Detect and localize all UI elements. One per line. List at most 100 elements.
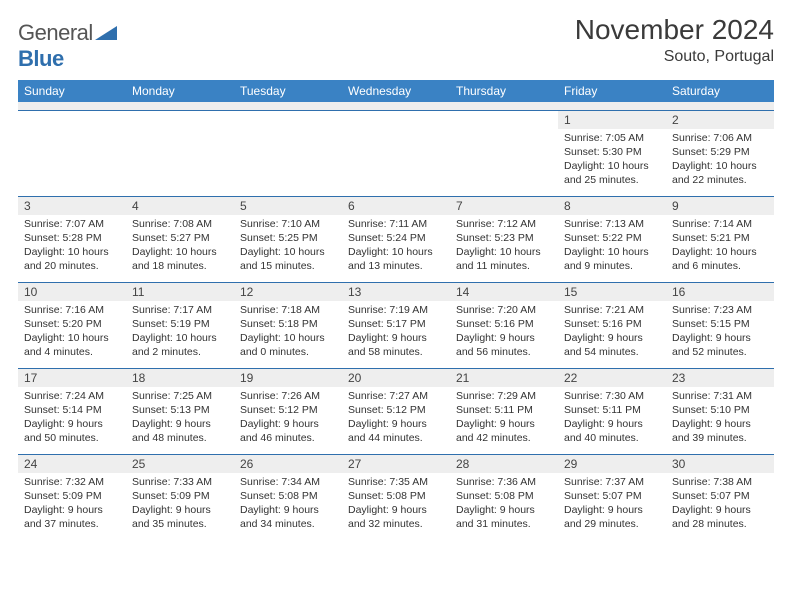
day-details: Sunrise: 7:20 AMSunset: 5:16 PMDaylight:… xyxy=(450,301,558,364)
day-number: 1 xyxy=(558,111,666,129)
spacer-row xyxy=(18,102,774,110)
brand-word1: General xyxy=(18,20,93,45)
day-details: Sunrise: 7:34 AMSunset: 5:08 PMDaylight:… xyxy=(234,473,342,536)
day-cell: 30Sunrise: 7:38 AMSunset: 5:07 PMDayligh… xyxy=(666,454,774,540)
empty-cell xyxy=(126,110,234,196)
header: General Blue November 2024 Souto, Portug… xyxy=(18,14,774,72)
day-number: 29 xyxy=(558,455,666,473)
day-number: 20 xyxy=(342,369,450,387)
day-number: 3 xyxy=(18,197,126,215)
day-number: 5 xyxy=(234,197,342,215)
day-number: 19 xyxy=(234,369,342,387)
day-details: Sunrise: 7:25 AMSunset: 5:13 PMDaylight:… xyxy=(126,387,234,450)
day-number: 26 xyxy=(234,455,342,473)
day-cell: 21Sunrise: 7:29 AMSunset: 5:11 PMDayligh… xyxy=(450,368,558,454)
day-details: Sunrise: 7:16 AMSunset: 5:20 PMDaylight:… xyxy=(18,301,126,364)
day-number: 2 xyxy=(666,111,774,129)
col-monday: Monday xyxy=(126,80,234,102)
empty-cell xyxy=(450,110,558,196)
day-cell: 7Sunrise: 7:12 AMSunset: 5:23 PMDaylight… xyxy=(450,196,558,282)
week-row: 17Sunrise: 7:24 AMSunset: 5:14 PMDayligh… xyxy=(18,368,774,454)
location-label: Souto, Portugal xyxy=(575,48,774,66)
col-saturday: Saturday xyxy=(666,80,774,102)
day-details: Sunrise: 7:29 AMSunset: 5:11 PMDaylight:… xyxy=(450,387,558,450)
day-number: 21 xyxy=(450,369,558,387)
day-cell: 14Sunrise: 7:20 AMSunset: 5:16 PMDayligh… xyxy=(450,282,558,368)
day-cell: 5Sunrise: 7:10 AMSunset: 5:25 PMDaylight… xyxy=(234,196,342,282)
day-details: Sunrise: 7:32 AMSunset: 5:09 PMDaylight:… xyxy=(18,473,126,536)
calendar-body: 1Sunrise: 7:05 AMSunset: 5:30 PMDaylight… xyxy=(18,102,774,540)
day-cell: 13Sunrise: 7:19 AMSunset: 5:17 PMDayligh… xyxy=(342,282,450,368)
day-number: 22 xyxy=(558,369,666,387)
col-friday: Friday xyxy=(558,80,666,102)
day-number: 16 xyxy=(666,283,774,301)
day-cell: 9Sunrise: 7:14 AMSunset: 5:21 PMDaylight… xyxy=(666,196,774,282)
day-number: 13 xyxy=(342,283,450,301)
day-cell: 3Sunrise: 7:07 AMSunset: 5:28 PMDaylight… xyxy=(18,196,126,282)
day-number: 14 xyxy=(450,283,558,301)
day-number: 11 xyxy=(126,283,234,301)
weekday-header-row: Sunday Monday Tuesday Wednesday Thursday… xyxy=(18,80,774,102)
day-details: Sunrise: 7:35 AMSunset: 5:08 PMDaylight:… xyxy=(342,473,450,536)
day-cell: 27Sunrise: 7:35 AMSunset: 5:08 PMDayligh… xyxy=(342,454,450,540)
calendar-page: General Blue November 2024 Souto, Portug… xyxy=(0,0,792,540)
brand-word2: Blue xyxy=(18,46,64,71)
day-cell: 28Sunrise: 7:36 AMSunset: 5:08 PMDayligh… xyxy=(450,454,558,540)
day-details: Sunrise: 7:31 AMSunset: 5:10 PMDaylight:… xyxy=(666,387,774,450)
day-details: Sunrise: 7:23 AMSunset: 5:15 PMDaylight:… xyxy=(666,301,774,364)
day-cell: 10Sunrise: 7:16 AMSunset: 5:20 PMDayligh… xyxy=(18,282,126,368)
col-sunday: Sunday xyxy=(18,80,126,102)
day-cell: 19Sunrise: 7:26 AMSunset: 5:12 PMDayligh… xyxy=(234,368,342,454)
day-cell: 25Sunrise: 7:33 AMSunset: 5:09 PMDayligh… xyxy=(126,454,234,540)
day-number: 25 xyxy=(126,455,234,473)
empty-cell xyxy=(342,110,450,196)
day-cell: 17Sunrise: 7:24 AMSunset: 5:14 PMDayligh… xyxy=(18,368,126,454)
day-cell: 20Sunrise: 7:27 AMSunset: 5:12 PMDayligh… xyxy=(342,368,450,454)
empty-cell xyxy=(234,110,342,196)
day-cell: 12Sunrise: 7:18 AMSunset: 5:18 PMDayligh… xyxy=(234,282,342,368)
day-details: Sunrise: 7:11 AMSunset: 5:24 PMDaylight:… xyxy=(342,215,450,278)
col-tuesday: Tuesday xyxy=(234,80,342,102)
day-number: 24 xyxy=(18,455,126,473)
triangle-icon xyxy=(95,20,117,46)
day-number: 10 xyxy=(18,283,126,301)
day-cell: 2Sunrise: 7:06 AMSunset: 5:29 PMDaylight… xyxy=(666,110,774,196)
day-cell: 8Sunrise: 7:13 AMSunset: 5:22 PMDaylight… xyxy=(558,196,666,282)
day-details: Sunrise: 7:05 AMSunset: 5:30 PMDaylight:… xyxy=(558,129,666,192)
day-details: Sunrise: 7:21 AMSunset: 5:16 PMDaylight:… xyxy=(558,301,666,364)
day-number: 17 xyxy=(18,369,126,387)
day-cell: 24Sunrise: 7:32 AMSunset: 5:09 PMDayligh… xyxy=(18,454,126,540)
day-cell: 6Sunrise: 7:11 AMSunset: 5:24 PMDaylight… xyxy=(342,196,450,282)
day-details: Sunrise: 7:06 AMSunset: 5:29 PMDaylight:… xyxy=(666,129,774,192)
day-details: Sunrise: 7:30 AMSunset: 5:11 PMDaylight:… xyxy=(558,387,666,450)
month-title: November 2024 xyxy=(575,14,774,46)
col-thursday: Thursday xyxy=(450,80,558,102)
day-cell: 1Sunrise: 7:05 AMSunset: 5:30 PMDaylight… xyxy=(558,110,666,196)
day-cell: 26Sunrise: 7:34 AMSunset: 5:08 PMDayligh… xyxy=(234,454,342,540)
calendar-table: Sunday Monday Tuesday Wednesday Thursday… xyxy=(18,80,774,540)
day-number: 18 xyxy=(126,369,234,387)
day-number: 30 xyxy=(666,455,774,473)
day-cell: 18Sunrise: 7:25 AMSunset: 5:13 PMDayligh… xyxy=(126,368,234,454)
day-number: 8 xyxy=(558,197,666,215)
day-cell: 11Sunrise: 7:17 AMSunset: 5:19 PMDayligh… xyxy=(126,282,234,368)
day-details: Sunrise: 7:17 AMSunset: 5:19 PMDaylight:… xyxy=(126,301,234,364)
day-cell: 4Sunrise: 7:08 AMSunset: 5:27 PMDaylight… xyxy=(126,196,234,282)
day-number: 27 xyxy=(342,455,450,473)
day-number: 9 xyxy=(666,197,774,215)
day-details: Sunrise: 7:37 AMSunset: 5:07 PMDaylight:… xyxy=(558,473,666,536)
day-details: Sunrise: 7:27 AMSunset: 5:12 PMDaylight:… xyxy=(342,387,450,450)
brand-logo: General Blue xyxy=(18,14,117,72)
empty-cell xyxy=(18,110,126,196)
day-details: Sunrise: 7:26 AMSunset: 5:12 PMDaylight:… xyxy=(234,387,342,450)
day-details: Sunrise: 7:14 AMSunset: 5:21 PMDaylight:… xyxy=(666,215,774,278)
day-details: Sunrise: 7:13 AMSunset: 5:22 PMDaylight:… xyxy=(558,215,666,278)
brand-text: General Blue xyxy=(18,20,117,72)
day-details: Sunrise: 7:24 AMSunset: 5:14 PMDaylight:… xyxy=(18,387,126,450)
day-details: Sunrise: 7:18 AMSunset: 5:18 PMDaylight:… xyxy=(234,301,342,364)
day-number: 12 xyxy=(234,283,342,301)
week-row: 24Sunrise: 7:32 AMSunset: 5:09 PMDayligh… xyxy=(18,454,774,540)
day-cell: 16Sunrise: 7:23 AMSunset: 5:15 PMDayligh… xyxy=(666,282,774,368)
day-number: 6 xyxy=(342,197,450,215)
week-row: 3Sunrise: 7:07 AMSunset: 5:28 PMDaylight… xyxy=(18,196,774,282)
